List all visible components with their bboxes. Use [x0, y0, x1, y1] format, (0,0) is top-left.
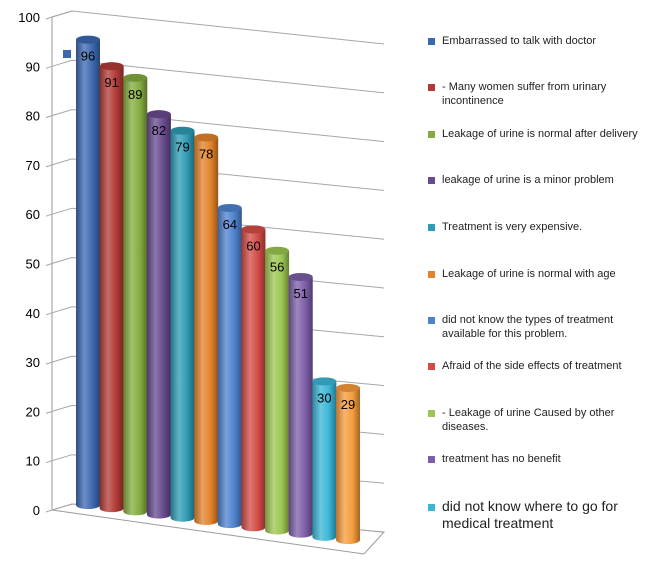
- gridline: [45, 10, 385, 45]
- bar-body: [76, 39, 100, 509]
- bar-body: [99, 66, 124, 513]
- legend-swatch: [428, 363, 435, 370]
- bar-3: [123, 73, 148, 516]
- bar-5: [170, 126, 195, 522]
- bar-10: [288, 272, 313, 538]
- legend-label: did not know the types of treatment avai…: [442, 314, 614, 340]
- bar-body: [170, 130, 195, 522]
- bars: [76, 35, 360, 544]
- bar-body: [288, 276, 313, 538]
- legend-label: Embarrassed to talk with doctor: [442, 35, 597, 47]
- data-label: 78: [199, 146, 213, 161]
- bar-cap: [99, 62, 124, 71]
- bar-cap: [265, 246, 290, 255]
- data-label: 96: [81, 49, 95, 64]
- bar-12: [336, 383, 360, 544]
- bar-cap: [146, 110, 171, 119]
- bar-4: [146, 110, 171, 519]
- bar-body: [241, 229, 266, 532]
- legend-swatch: [428, 271, 435, 278]
- bar-11: [312, 377, 337, 541]
- legend-label: leakage of urine is a minor problem: [442, 174, 614, 186]
- bar-cap: [123, 73, 148, 82]
- data-label: 89: [128, 87, 142, 102]
- bar-9: [265, 246, 290, 535]
- y-tick-label: 70: [26, 158, 40, 173]
- gridline: [45, 59, 385, 94]
- bar-cap: [241, 225, 266, 234]
- data-label: 51: [293, 286, 307, 301]
- series-marker: [63, 50, 71, 58]
- data-label: 82: [152, 123, 166, 138]
- legend-label: did not know where to go for medical tre…: [442, 498, 618, 531]
- data-label: 30: [317, 390, 331, 405]
- legend-label: - Leakage of urine Caused by other disea…: [442, 407, 615, 433]
- bar-7: [217, 203, 242, 529]
- y-tick-label: 30: [26, 355, 40, 370]
- data-label: 64: [223, 217, 237, 232]
- legend-swatch: [428, 317, 435, 324]
- data-label: 91: [104, 75, 118, 90]
- bar-body: [265, 250, 290, 535]
- bar-1: [76, 35, 100, 509]
- legend-swatch: [428, 504, 435, 511]
- y-tick-label: 20: [26, 404, 40, 419]
- bar-cap: [288, 272, 313, 281]
- y-tick-label: 100: [18, 10, 40, 25]
- y-axis-ticks: 0 10 20 30 40 50 60 70 80 90 100: [18, 10, 40, 518]
- bar-8: [241, 225, 266, 532]
- bar-cap: [336, 383, 360, 392]
- legend-label: Treatment is very expensive.: [442, 221, 583, 233]
- bar-body: [336, 387, 360, 544]
- bar-body: [123, 77, 148, 516]
- legend-label: Afraid of the side effects of treatment: [442, 360, 622, 372]
- bar-cap: [76, 35, 100, 44]
- legend-swatch: [428, 410, 435, 417]
- data-label: 29: [341, 397, 355, 412]
- data-label: 79: [175, 140, 189, 155]
- data-labels: 96 91 89 82 79 78 64 60 56 51 30 29: [63, 49, 355, 412]
- legend-swatch: [428, 131, 435, 138]
- bar-6: [194, 133, 219, 525]
- data-label: 60: [246, 238, 260, 253]
- bar-body: [194, 137, 219, 525]
- legend-label: - Many women suffer from urinary inconti…: [442, 81, 607, 107]
- legend-swatch: [428, 84, 435, 91]
- legend-swatch: [428, 456, 435, 463]
- gridline: [45, 109, 385, 143]
- data-label: 56: [270, 260, 284, 275]
- bar-cap: [194, 133, 219, 142]
- legend-label: Leakage of urine is normal after deliver…: [442, 128, 638, 140]
- y-tick-label: 60: [26, 207, 40, 222]
- legend-swatch: [428, 224, 435, 231]
- legend-label: Leakage of urine is normal with age: [442, 268, 616, 280]
- bar-body: [217, 207, 242, 529]
- legend-swatch: [428, 177, 435, 184]
- y-tick-label: 50: [26, 257, 40, 272]
- y-tick-label: 10: [26, 454, 40, 469]
- y-tick-label: 0: [33, 503, 40, 518]
- bar-body: [312, 381, 337, 541]
- gridlines: [45, 10, 385, 533]
- legend-label: treatment has no benefit: [442, 453, 561, 465]
- bar-cap: [217, 203, 242, 212]
- bar-body: [146, 114, 171, 519]
- bar-cap: [312, 377, 337, 386]
- bar-cap: [170, 126, 195, 135]
- y-tick-label: 40: [26, 306, 40, 321]
- gridline: [45, 158, 385, 191]
- legend-swatch: [428, 38, 435, 45]
- bar-2: [99, 62, 124, 513]
- y-tick-label: 90: [26, 59, 40, 74]
- y-tick-label: 80: [26, 109, 40, 124]
